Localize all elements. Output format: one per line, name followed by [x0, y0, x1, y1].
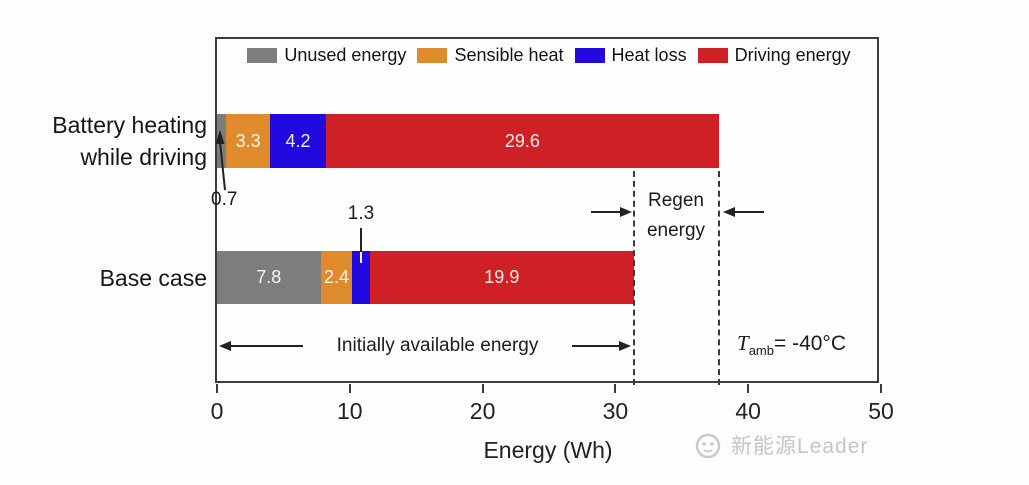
- dashed-line-total-37.8: [717, 171, 720, 385]
- tamb-subscript: amb: [748, 343, 774, 359]
- heat-loss-value-label: 1.3: [347, 203, 375, 224]
- watermark: 新能源Leader: [693, 430, 868, 460]
- bar-segment-unused-energy: 7.8: [217, 251, 321, 304]
- tamb-value: = -40°C: [773, 332, 846, 355]
- segment-value-label: 2.4: [323, 267, 350, 287]
- legend-label: Driving energy: [734, 44, 851, 65]
- bar-segment-sensible-heat: 2.4: [320, 251, 353, 304]
- x-axis-title: Energy (Wh): [483, 437, 613, 463]
- legend-swatch-icon: [417, 47, 448, 63]
- legend-swatch-icon: [697, 47, 728, 63]
- x-axis-tick: [348, 384, 351, 393]
- x-axis-tick: [614, 384, 617, 393]
- bar-segment-sensible-heat: 3.3: [226, 114, 271, 168]
- legend-swatch-icon: [574, 47, 605, 63]
- category-label-1: Battery heating while driving: [0, 109, 207, 173]
- initially-available-energy-label: Initially available energy: [336, 335, 539, 356]
- segment-value-label: 3.3: [235, 130, 261, 151]
- unused-energy-value-label: 0.7: [211, 189, 238, 210]
- x-axis-tick: [880, 384, 882, 393]
- regen-energy-label-line2: energy: [646, 220, 706, 241]
- legend-label: Unused energy: [284, 44, 407, 65]
- legend: Unused energy Sensible heat Heat loss Drivi…: [217, 44, 881, 66]
- segment-value-label: 29.6: [504, 130, 540, 151]
- bar-battery-heating-while-driving: 3.3 4.2 29.6: [217, 114, 719, 168]
- x-axis-tick-label: 10: [337, 398, 363, 424]
- tamb-symbol: T: [737, 331, 749, 355]
- ambient-temperature-label: Tamb= -40°C: [737, 331, 846, 358]
- segment-value-label: 4.2: [285, 130, 311, 151]
- dashed-line-total-31.4: [632, 171, 635, 385]
- x-axis-tick: [481, 384, 484, 393]
- bar-segment-heat-loss: [352, 251, 370, 304]
- legend-label: Sensible heat: [454, 44, 564, 65]
- bar-segment-unused-energy: [217, 114, 227, 168]
- plot-frame: [215, 37, 879, 383]
- category-label-2: Base case: [0, 262, 207, 294]
- legend-item-3: Heat loss: [574, 44, 687, 66]
- segment-value-label: 19.9: [484, 267, 520, 287]
- watermark-logo-icon: [695, 433, 721, 459]
- watermark-text: 新能源Leader: [731, 435, 869, 458]
- x-axis-tick: [747, 384, 750, 393]
- category-label-line: while driving: [80, 144, 207, 170]
- legend-item-4: Driving energy: [697, 44, 851, 66]
- x-axis-tick-label: 40: [735, 398, 761, 424]
- legend-swatch-icon: [247, 47, 278, 63]
- bar-segment-driving-energy: 19.9: [369, 251, 634, 304]
- bar-segment-heat-loss: 4.2: [270, 114, 326, 168]
- category-label-line: Base case: [99, 264, 207, 291]
- bar-segment-driving-energy: 29.6: [325, 114, 719, 168]
- category-label-line: Battery heating: [52, 112, 207, 138]
- x-axis-tick-label: 20: [469, 398, 496, 424]
- segment-value-label: 7.8: [256, 267, 282, 287]
- regen-energy-label: Regen energy: [636, 186, 716, 246]
- legend-item-2: Sensible heat: [417, 44, 564, 66]
- x-axis-tick-label: 0: [210, 398, 224, 424]
- legend-item-1: Unused energy: [247, 45, 406, 66]
- regen-energy-label-line1: Regen: [648, 190, 704, 211]
- bar-base-case: 7.8 2.4 19.9: [217, 251, 634, 304]
- legend-label: Heat loss: [611, 44, 687, 65]
- x-axis-tick-label: 50: [868, 398, 894, 424]
- x-axis-tick-label: 30: [602, 398, 629, 424]
- x-axis-tick: [216, 384, 218, 393]
